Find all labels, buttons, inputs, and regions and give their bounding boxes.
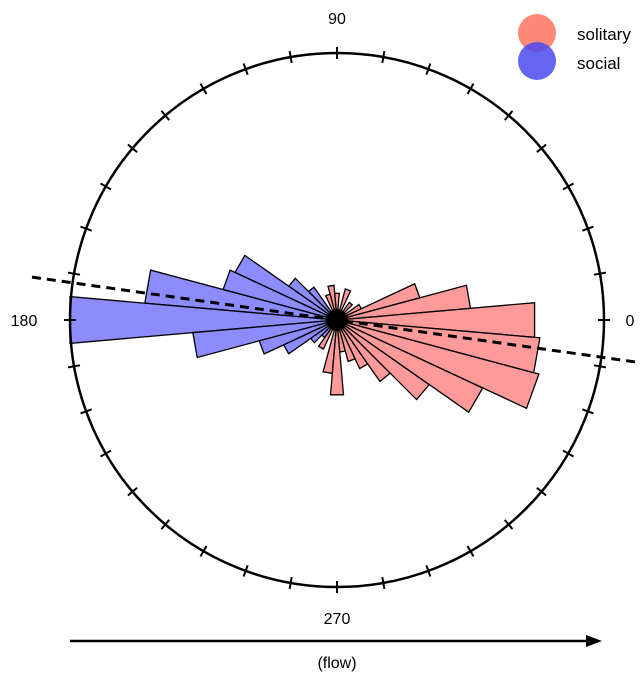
flow-label: (flow) bbox=[317, 655, 356, 672]
tick-240 bbox=[199, 545, 208, 557]
legend-label-solitary: solitary bbox=[577, 25, 631, 44]
solitary-bin-270 bbox=[329, 319, 345, 396]
tick-120 bbox=[199, 83, 208, 95]
tick-170 bbox=[67, 271, 81, 276]
tick-190 bbox=[67, 364, 81, 369]
angle-label-0: 0 bbox=[626, 313, 635, 330]
tick-320 bbox=[536, 487, 547, 497]
tick-130 bbox=[160, 110, 170, 121]
legend-label-social: social bbox=[577, 54, 620, 73]
center-hub bbox=[326, 309, 348, 331]
tick-210 bbox=[100, 449, 112, 458]
tick-260 bbox=[288, 576, 293, 590]
tick-50 bbox=[504, 110, 514, 121]
tick-80 bbox=[381, 50, 386, 64]
tick-40 bbox=[536, 143, 547, 153]
tick-60 bbox=[466, 83, 475, 95]
flow-arrow bbox=[70, 635, 602, 647]
legend: solitary social bbox=[518, 14, 631, 80]
solitary-bin-350 bbox=[336, 319, 541, 374]
tick-100 bbox=[288, 50, 293, 64]
flow-arrowhead-icon bbox=[586, 635, 602, 647]
tick-160 bbox=[80, 225, 93, 232]
tick-330 bbox=[562, 449, 574, 458]
tick-300 bbox=[466, 545, 475, 557]
angle-label-270: 270 bbox=[324, 611, 351, 628]
tick-340 bbox=[581, 408, 594, 415]
tick-230 bbox=[160, 519, 170, 530]
tick-10 bbox=[593, 271, 607, 276]
legend-swatch-social bbox=[518, 42, 556, 80]
tick-30 bbox=[562, 182, 574, 191]
polar-ticks bbox=[64, 47, 610, 593]
tick-200 bbox=[80, 408, 93, 415]
tick-20 bbox=[581, 225, 594, 232]
bins-layer bbox=[69, 254, 541, 414]
tick-250 bbox=[242, 564, 249, 577]
tick-350 bbox=[593, 364, 607, 369]
tick-310 bbox=[504, 519, 514, 530]
tick-290 bbox=[425, 564, 432, 577]
tick-220 bbox=[127, 487, 138, 497]
tick-150 bbox=[100, 182, 112, 191]
angle-label-180: 180 bbox=[11, 313, 38, 330]
tick-280 bbox=[381, 576, 386, 590]
angle-label-90: 90 bbox=[328, 11, 346, 28]
legend-swatch-solitary bbox=[518, 14, 556, 52]
tick-70 bbox=[425, 63, 432, 76]
tick-140 bbox=[127, 143, 138, 153]
tick-110 bbox=[242, 63, 249, 76]
